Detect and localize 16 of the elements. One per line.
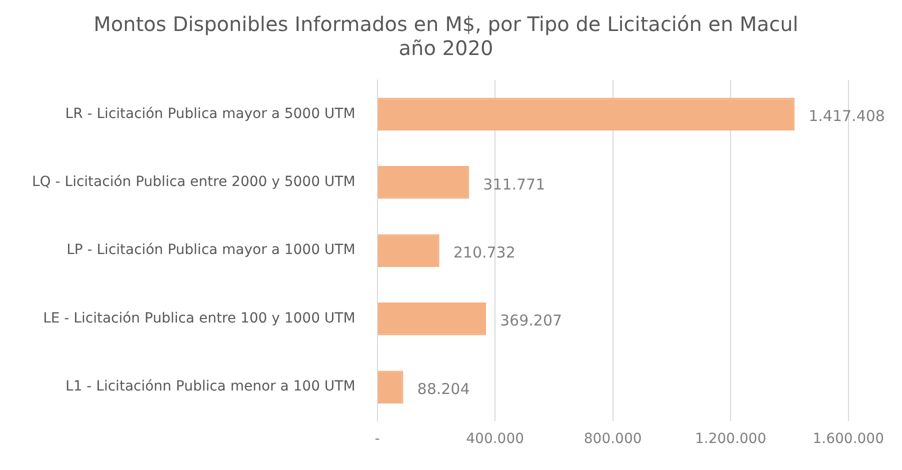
x-tick-label: 400.000 [466, 431, 524, 448]
data-label: 88.204 [417, 380, 470, 398]
x-tick-label: - [374, 431, 380, 448]
data-label: 210.732 [453, 243, 516, 262]
data-label: 311.771 [483, 175, 546, 194]
x-tick-label: 1.600.000 [812, 431, 884, 448]
x-tick-label: 1.200.000 [694, 431, 766, 448]
y-tick-label: LE - Licitación Publica entre 100 y 1000 UTM [43, 310, 356, 326]
data-label: 1.417.408 [808, 107, 885, 126]
y-tick-label: LP - Licitación Publica mayor a 1000 UTM [66, 242, 356, 258]
y-tick-label: LQ - Licitación Publica entre 2000 y 5000 UTM [32, 174, 356, 190]
y-tick-label: L1 - Licitaciónn Publica menor a 100 UTM [66, 378, 356, 395]
data-label: 369.207 [500, 312, 562, 330]
chart-title: Montos Disponibles Informados en M$, por Tipo de Licitación en Macul año 2020 [94, 12, 798, 60]
y-tick-label: LR - Licitación Publica mayor a 5000 UTM [65, 106, 356, 122]
x-tick-label: 800.000 [584, 431, 642, 448]
